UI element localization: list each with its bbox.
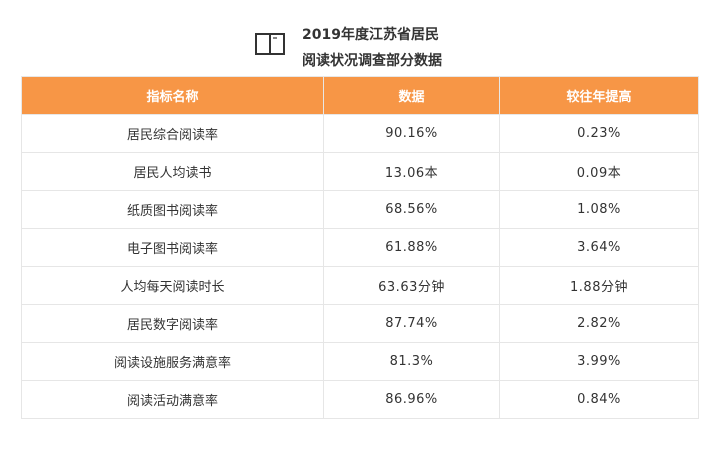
indicator-name: 人均每天阅读时长 — [21, 266, 324, 305]
indicator-name: 居民综合阅读率 — [21, 114, 324, 153]
indicator-increase: 3.99% — [499, 342, 699, 381]
data-table-container: 指标名称 数据 较往年提高 居民综合阅读率 90.16% 0.23% 居民人均读… — [21, 76, 699, 419]
table-row: 居民数字阅读率 87.74% 2.82% — [21, 304, 699, 343]
indicator-increase: 0.09本 — [499, 152, 699, 191]
indicator-increase: 2.82% — [499, 304, 699, 343]
table-row: 居民综合阅读率 90.16% 0.23% — [21, 114, 699, 153]
indicator-value: 61.88% — [323, 228, 500, 267]
column-header-indicator: 指标名称 — [21, 76, 324, 115]
indicator-increase: 1.08% — [499, 190, 699, 229]
indicator-increase: 1.88分钟 — [499, 266, 699, 305]
indicator-increase: 0.23% — [499, 114, 699, 153]
reading-survey-table: 指标名称 数据 较往年提高 居民综合阅读率 90.16% 0.23% 居民人均读… — [21, 76, 699, 419]
table-row: 阅读活动满意率 86.96% 0.84% — [21, 380, 699, 419]
indicator-value: 63.63分钟 — [323, 266, 500, 305]
table-row: 居民人均读书 13.06本 0.09本 — [21, 152, 699, 191]
indicator-name: 居民数字阅读率 — [21, 304, 324, 343]
table-header-row: 指标名称 数据 较往年提高 — [21, 76, 699, 115]
indicator-name: 居民人均读书 — [21, 152, 324, 191]
column-header-data: 数据 — [323, 76, 500, 115]
indicator-value: 13.06本 — [323, 152, 500, 191]
indicator-value: 87.74% — [323, 304, 500, 343]
title-block: 2019年度江苏省居民 阅读状况调查部分数据 — [0, 22, 721, 74]
column-header-increase: 较往年提高 — [499, 76, 699, 115]
indicator-name: 电子图书阅读率 — [21, 228, 324, 267]
table-row: 阅读设施服务满意率 81.3% 3.99% — [21, 342, 699, 381]
indicator-value: 90.16% — [323, 114, 500, 153]
indicator-value: 81.3% — [323, 342, 500, 381]
indicator-name: 阅读设施服务满意率 — [21, 342, 324, 381]
open-book-icon — [255, 33, 285, 55]
table-row: 纸质图书阅读率 68.56% 1.08% — [21, 190, 699, 229]
table-row: 人均每天阅读时长 63.63分钟 1.88分钟 — [21, 266, 699, 305]
table-row: 电子图书阅读率 61.88% 3.64% — [21, 228, 699, 267]
title-line-2: 阅读状况调查部分数据 — [302, 53, 442, 69]
indicator-value: 86.96% — [323, 380, 500, 419]
indicator-increase: 0.84% — [499, 380, 699, 419]
indicator-increase: 3.64% — [499, 228, 699, 267]
indicator-name: 阅读活动满意率 — [21, 380, 324, 419]
indicator-value: 68.56% — [323, 190, 500, 229]
indicator-name: 纸质图书阅读率 — [21, 190, 324, 229]
title-line-1: 2019年度江苏省居民 — [302, 27, 439, 43]
